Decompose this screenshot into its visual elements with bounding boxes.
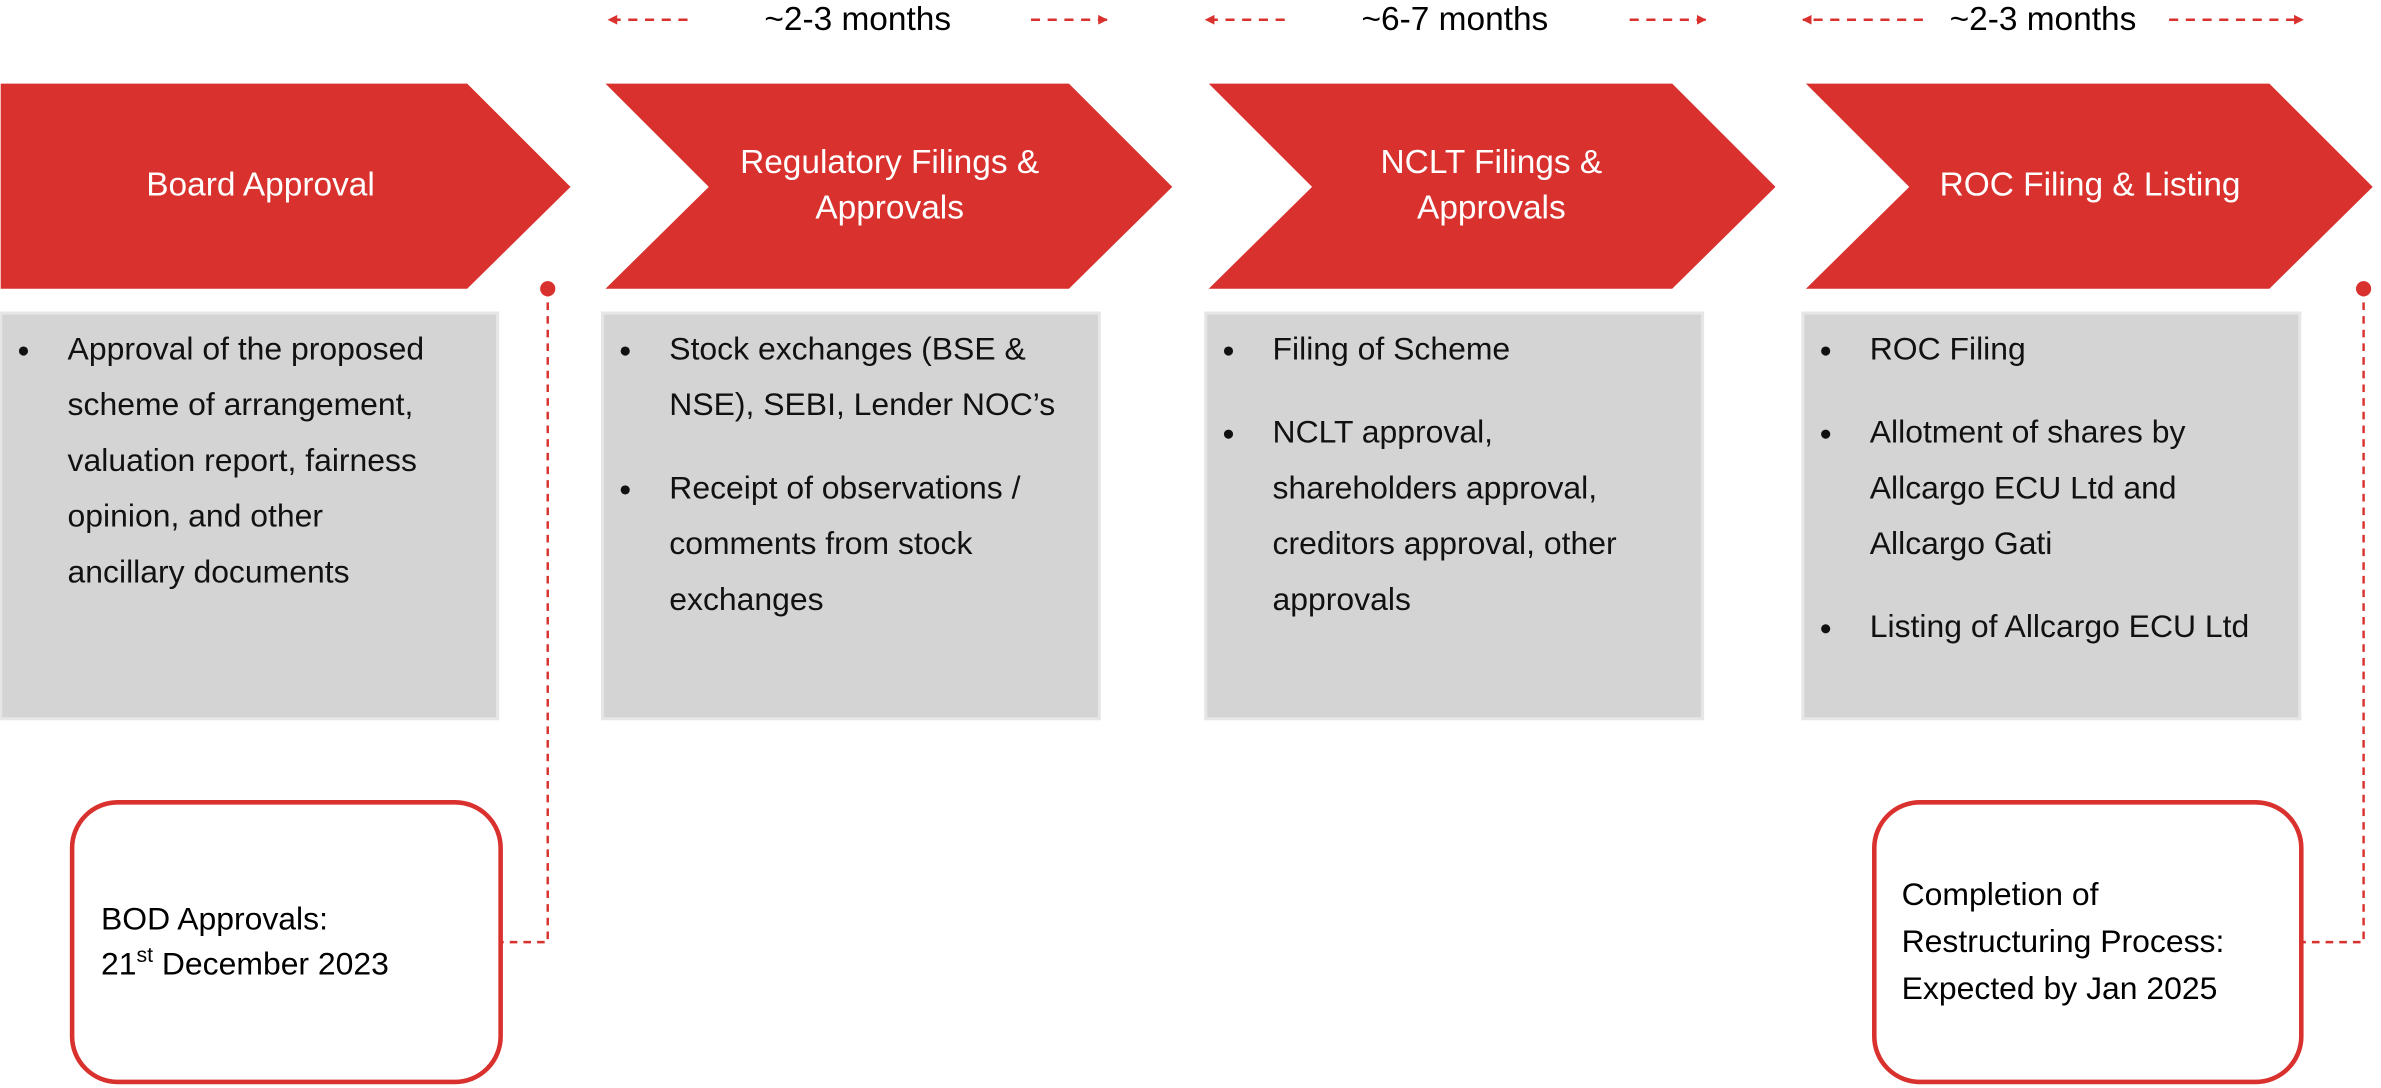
bullet-text: creditors approval, other [1273,525,1617,561]
connectors [500,281,2372,944]
bullet-dot [18,346,29,356]
bullet-dot [1821,429,1831,439]
bullet-dot [620,485,630,495]
bullet-dot [1821,624,1831,634]
bullet-dot [1223,346,1234,356]
duration-label: ~6-7 months [1362,1,1549,38]
bullet-text: valuation report, fairness [68,442,417,478]
bullet-text: comments from stock [669,525,972,561]
bullet-dot [1223,429,1234,439]
bullet-text: Receipt of observations / [669,469,1020,505]
bullet-text: NCLT approval, [1273,414,1494,450]
bullet-text: Filing of Scheme [1273,330,1511,366]
step-box [1204,311,1705,721]
step-chevron [0,83,571,289]
step-title: NCLT Filings & [1381,144,1603,181]
step-box [600,311,1101,721]
bullet-text: ancillary documents [68,554,350,590]
milestone-text: Completion of [1902,876,2099,912]
step-title: Regulatory Filings & [740,144,1039,181]
bullet-dot [620,346,630,356]
bullet-dot [1821,346,1831,356]
bullet-text: ROC Filing [1870,330,2026,366]
milestone-text: BOD Approvals: [101,900,328,936]
step-chevron [1208,83,1776,289]
milestone-box [1872,800,2304,1085]
bullet-text: Listing of Allcargo ECU Ltd [1870,608,2250,644]
bullet-text: shareholders approval, [1273,469,1598,505]
bullet-text: exchanges [669,581,823,617]
bullet-text: Approval of the proposed [68,330,425,366]
duration-label: ~2-3 months [764,1,951,38]
step-box [1801,311,2302,721]
step-chevron [1805,83,2373,289]
day: 21 [101,946,136,982]
milestone-text: Restructuring Process: [1902,923,2225,959]
bullet-text: Stock exchanges (BSE & [669,330,1025,366]
bullet-text: Allotment of shares by [1870,414,2186,450]
date-rest: December 2023 [153,946,389,982]
bullet-text: opinion, and other [68,498,324,534]
step-title: Approvals [1417,190,1566,227]
step-title: ROC Filing & Listing [1940,167,2241,204]
step-title: Board Approval [146,167,375,204]
ordinal: st [136,942,153,966]
step-box [0,311,500,721]
milestone-text: 21st December 2023 [101,942,389,981]
bullet-text: NSE), SEBI, Lender NOC’s [669,386,1055,422]
bullet-text: scheme of arrangement, [68,386,414,422]
bullet-text: approvals [1273,581,1411,617]
step-title: Approvals [815,190,964,227]
step-chevron [605,83,1173,289]
milestone-box [69,800,503,1085]
bullet-text: Allcargo ECU Ltd and [1870,469,2177,505]
duration-label: ~2-3 months [1950,1,2137,38]
milestone-text: Expected by Jan 2025 [1902,970,2218,1006]
bullet-text: Allcargo Gati [1870,525,2053,561]
